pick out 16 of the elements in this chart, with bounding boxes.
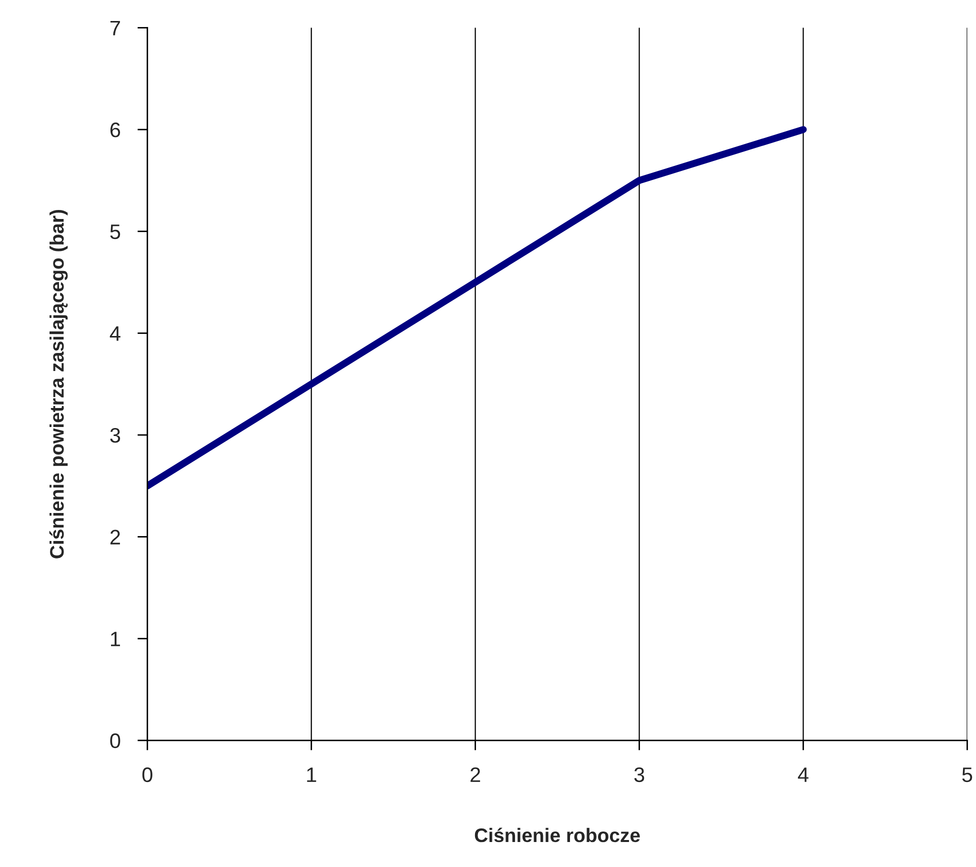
y-tick-label: 5 [110, 224, 120, 240]
y-tick-label: 2 [110, 530, 120, 544]
x-tick-label: 3 [634, 767, 644, 782]
x-tick-label: 0 [142, 767, 152, 782]
x-tick-label: 5 [962, 768, 972, 782]
y-tick-label: 6 [110, 122, 120, 138]
x-tick-label: 1 [307, 768, 316, 782]
y-tick-label: 3 [110, 428, 120, 443]
y-tick-label: 7 [110, 20, 120, 36]
x-tick-label: 2 [470, 767, 480, 782]
y-tick-label: 4 [110, 326, 120, 341]
y-tick-label: 1 [110, 632, 120, 646]
y-tick-label: 0 [110, 733, 120, 748]
y-axis-title: Ciśnienie powietrza zasilającego (bar) [49, 210, 68, 558]
x-axis-title: Ciśnienie robocze [474, 828, 640, 842]
x-tick-label: 4 [798, 768, 808, 782]
